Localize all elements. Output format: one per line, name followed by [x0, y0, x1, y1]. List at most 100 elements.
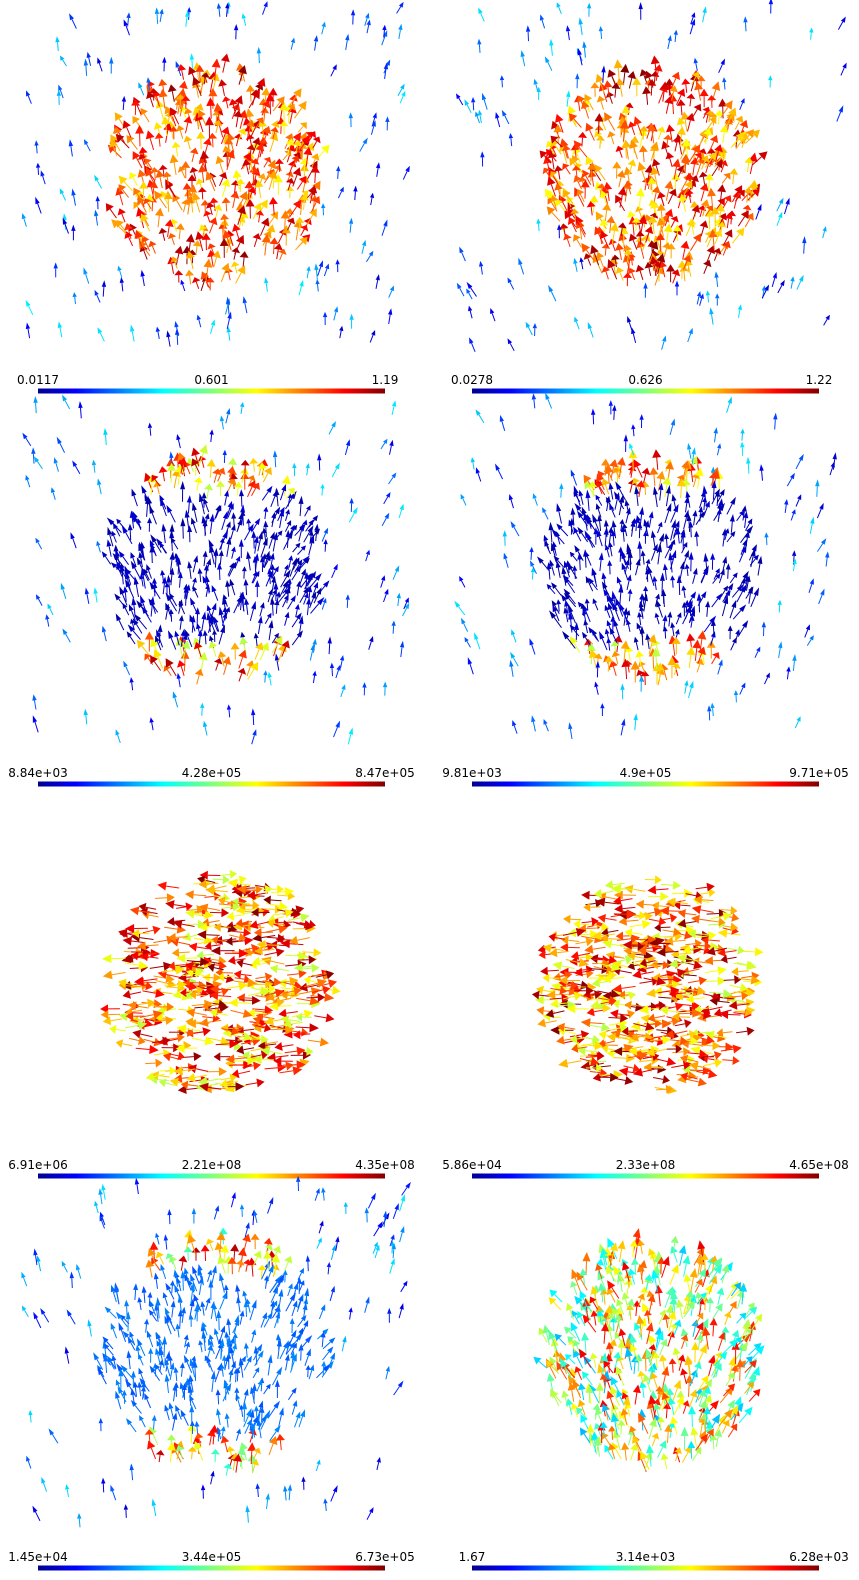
arrow	[309, 535, 312, 545]
arrow	[690, 620, 693, 628]
arrow-head	[601, 65, 606, 73]
arrow	[292, 546, 298, 553]
arrow	[211, 247, 215, 256]
arrow-head	[549, 195, 559, 203]
arrow-head	[676, 99, 686, 106]
arrow	[761, 289, 767, 299]
arrow-head	[753, 587, 760, 596]
arrow-head	[551, 120, 560, 130]
arrow-head	[281, 484, 287, 492]
arrow	[808, 583, 813, 593]
colorbar-mid-label: 0.601	[194, 373, 228, 387]
arrow	[703, 502, 706, 511]
arrow	[287, 222, 292, 231]
arrow-head	[651, 185, 661, 194]
arrow-head	[201, 492, 207, 499]
arrow-head	[130, 552, 136, 559]
arrow-head	[596, 183, 606, 189]
arrow-head	[694, 81, 703, 91]
arrow-head	[822, 226, 827, 232]
arrow-head	[140, 269, 145, 277]
arrow-head	[306, 265, 311, 272]
arrow-head	[596, 135, 605, 141]
arrow	[253, 238, 258, 247]
arrow	[237, 487, 239, 496]
arrow	[642, 151, 645, 163]
arrow	[165, 123, 168, 137]
colorbar-max-label: 1.22	[806, 373, 833, 387]
arrow	[230, 1009, 244, 1015]
arrow	[574, 570, 576, 580]
arrow	[192, 523, 197, 534]
arrow-head	[742, 204, 752, 211]
arrow-head	[255, 142, 265, 152]
arrow-head	[146, 77, 151, 83]
arrow	[296, 586, 300, 596]
arrow-head	[842, 62, 847, 69]
arrow-head	[188, 942, 198, 952]
arrow	[118, 568, 123, 577]
arrow	[666, 539, 668, 548]
arrow-head	[594, 130, 603, 138]
arrow-head	[685, 172, 695, 180]
arrow	[260, 224, 266, 236]
arrow	[129, 636, 136, 645]
arrow	[147, 956, 159, 959]
arrow	[613, 1057, 627, 1059]
arrow	[558, 170, 561, 180]
arrow	[174, 697, 179, 708]
arrow	[829, 466, 834, 476]
arrow	[270, 960, 285, 965]
arrow-head	[717, 184, 727, 193]
arrow	[668, 617, 671, 627]
arrow-head	[601, 572, 607, 580]
arrow	[463, 623, 469, 632]
colorbar	[472, 781, 819, 787]
arrow-head	[268, 197, 278, 205]
arrow-head	[607, 131, 616, 138]
arrow-head	[693, 233, 702, 243]
arrow-head	[722, 77, 727, 83]
arrow	[305, 154, 309, 167]
arrow	[181, 170, 186, 179]
arrow-head	[187, 561, 193, 569]
arrow	[226, 318, 230, 330]
arrow	[816, 486, 818, 497]
arrow-head	[652, 449, 662, 458]
arrow-head	[677, 126, 686, 135]
arrow-head	[167, 84, 177, 93]
arrow	[268, 177, 274, 191]
arrow-head	[650, 202, 659, 209]
arrow-head	[220, 213, 229, 220]
arrow-head	[709, 135, 719, 144]
arrow	[645, 232, 650, 243]
arrow	[317, 284, 319, 292]
arrow-head	[266, 485, 273, 493]
arrow	[73, 195, 76, 206]
arrow-head	[158, 164, 168, 171]
arrow-head	[375, 274, 380, 281]
arrow	[477, 472, 482, 482]
arrow	[194, 1012, 208, 1016]
arrow	[116, 224, 127, 235]
arrow-head	[627, 267, 636, 275]
arrow-head	[263, 670, 268, 676]
arrow	[747, 463, 750, 474]
arrow-head	[777, 599, 782, 605]
arrow-head	[169, 126, 179, 132]
arrow	[403, 601, 408, 610]
arrow	[131, 331, 135, 342]
arrow-head	[475, 467, 480, 474]
arrow	[605, 271, 609, 280]
arrow-head	[205, 202, 215, 209]
arrow-head	[384, 512, 390, 520]
arrow-head	[348, 112, 353, 119]
arrow	[550, 184, 556, 197]
arrow-head	[222, 594, 228, 600]
arrow-head	[744, 156, 754, 164]
arrow	[640, 971, 654, 975]
arrow-head	[84, 587, 90, 595]
arrow-head	[576, 189, 585, 197]
arrow-head	[185, 233, 195, 243]
arrow-head	[792, 558, 797, 565]
